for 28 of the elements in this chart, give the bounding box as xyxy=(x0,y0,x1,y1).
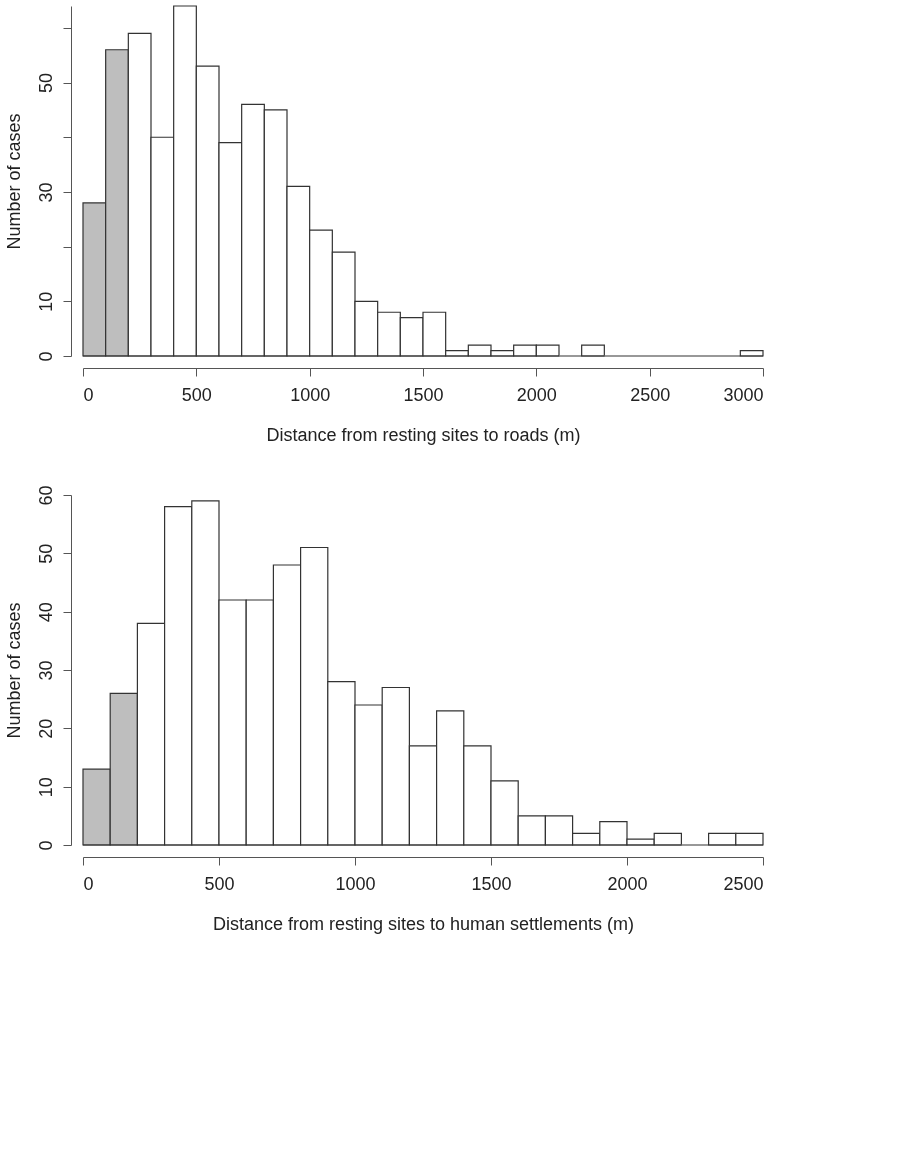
x-axis-title: Distance from resting sites to human settlements (m) xyxy=(212,913,635,934)
y-axis-title: Number of cases xyxy=(3,113,24,250)
x-tick-label: 2500 xyxy=(630,384,671,405)
x-tick-label: 1000 xyxy=(335,873,376,894)
x-tick-label: 3000 xyxy=(723,384,764,405)
y-tick-label: 0 xyxy=(35,351,56,362)
x-tick-label: 2500 xyxy=(723,873,764,894)
x-tick-label: 2000 xyxy=(607,873,648,894)
y-tick-label: 30 xyxy=(35,182,56,203)
y-tick-label: 20 xyxy=(35,718,56,739)
x-tick-label: 2000 xyxy=(516,384,557,405)
y-tick-label: 40 xyxy=(35,602,56,623)
y-tick-label: 0 xyxy=(35,840,56,851)
x-tick-label: 0 xyxy=(83,873,94,894)
x-tick-label: 1500 xyxy=(471,873,512,894)
y-tick-label: 50 xyxy=(35,543,56,564)
y-tick-label: 10 xyxy=(35,291,56,312)
y-tick-label: 30 xyxy=(35,660,56,681)
x-tick-label: 500 xyxy=(204,873,235,894)
y-tick-label: 10 xyxy=(35,777,56,798)
x-tick-label: 1000 xyxy=(290,384,331,405)
x-tick-label: 1500 xyxy=(403,384,444,405)
y-axis-title: Number of cases xyxy=(3,602,24,739)
x-tick-label: 0 xyxy=(83,384,94,405)
y-tick-label: 50 xyxy=(35,73,56,94)
x-axis-title: Distance from resting sites to roads (m) xyxy=(266,424,581,445)
x-tick-label: 500 xyxy=(181,384,212,405)
y-tick-label: 60 xyxy=(35,485,56,506)
